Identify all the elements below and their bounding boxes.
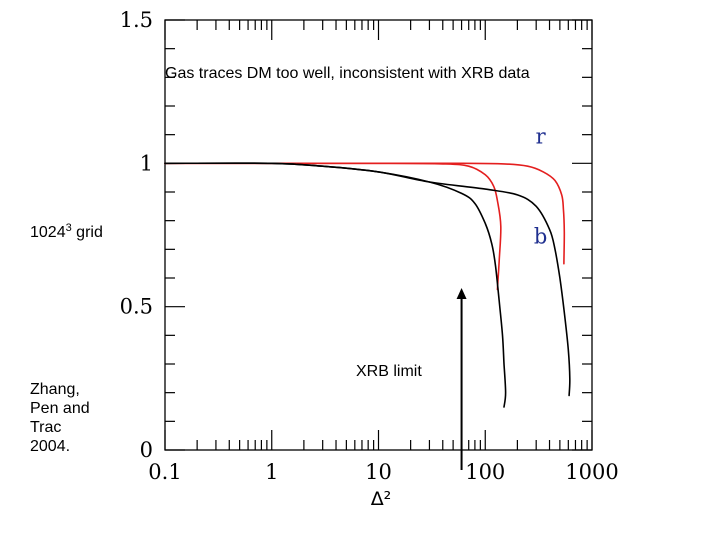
curve-label-r: r <box>536 124 547 148</box>
xrb-limit-label: XRB limit <box>356 363 422 380</box>
citation: Zhang, Pen and Trac 2004. <box>30 380 110 456</box>
series-lines <box>164 162 571 408</box>
plot-border <box>164 19 593 451</box>
grid-size-suffix: grid <box>71 224 103 241</box>
arrow-head <box>456 288 467 299</box>
grid-size-note: 10243 grid <box>30 219 103 242</box>
grid-size-exponent: 3 <box>65 222 72 234</box>
headline-annotation: Gas traces DM too well, inconsistent wit… <box>165 65 530 82</box>
y-tick-label: 0 <box>140 438 153 462</box>
x-tick-label: 0.1 <box>148 460 181 484</box>
xrb-limit-arrow <box>456 288 467 470</box>
x-tick-label: 100 <box>465 460 505 484</box>
citation-line: Pen and <box>30 400 90 417</box>
x-axis-label: Δ² <box>371 488 392 510</box>
y-tick-label: 1.5 <box>120 8 153 32</box>
x-tick-label: 1 <box>265 460 278 484</box>
curve-label-b: b <box>534 225 547 249</box>
tick-labels: 0.1 1 10 100 1000 0 0.5 1 1.5 <box>120 8 619 484</box>
plot-frame <box>164 19 593 451</box>
axis-ticks <box>164 19 593 451</box>
y-tick-label: 1 <box>140 151 153 175</box>
y-tick-label: 0.5 <box>120 295 153 319</box>
curve-labels: rb <box>534 124 547 248</box>
series-line-r <box>164 162 566 265</box>
series-line-b <box>164 162 507 408</box>
x-tick-label: 1000 <box>565 460 618 484</box>
grid-size-base: 1024 <box>30 224 66 241</box>
series-line-b <box>164 162 571 397</box>
citation-line: Zhang, <box>30 381 80 398</box>
citation-line: Trac <box>30 419 62 436</box>
citation-line: 2004. <box>30 438 71 455</box>
series-line-r <box>164 162 502 291</box>
x-tick-label: 10 <box>365 460 392 484</box>
